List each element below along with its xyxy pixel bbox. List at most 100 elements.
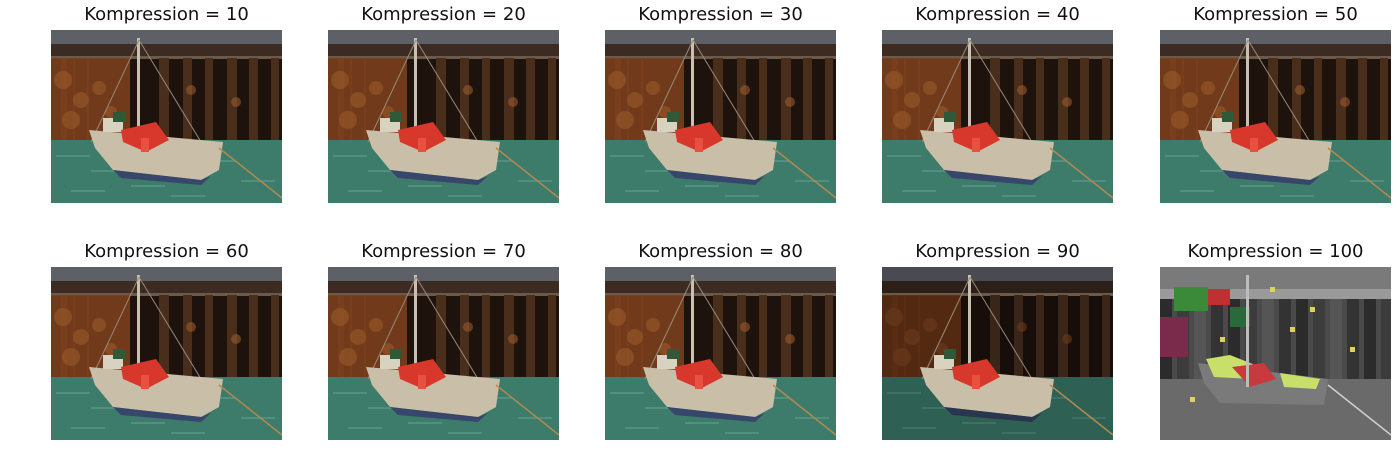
- rust-patch: [1062, 334, 1072, 344]
- water-ripple: [1200, 170, 1234, 172]
- piling: [436, 58, 446, 142]
- piling: [205, 58, 213, 142]
- water-ripple: [71, 427, 105, 429]
- pier-deck: [1160, 44, 1391, 58]
- water-ripple: [902, 427, 936, 429]
- hull-waterline: [113, 407, 211, 422]
- water-ripple: [685, 185, 719, 187]
- piling: [548, 295, 556, 379]
- piling: [1036, 58, 1044, 142]
- hull: [366, 130, 500, 180]
- rust-patch: [627, 92, 643, 108]
- pier-deck-edge: [51, 56, 282, 59]
- rust-patch: [231, 334, 241, 344]
- rust-patch: [350, 329, 366, 345]
- water-ripple: [1002, 432, 1036, 434]
- water-ripple: [91, 170, 125, 172]
- block-column: [1330, 299, 1342, 379]
- hull: [920, 367, 1054, 417]
- rust-patch: [904, 92, 920, 108]
- cabin-gear: [390, 112, 402, 122]
- water-ripple: [91, 407, 125, 409]
- water-ripple: [368, 407, 402, 409]
- water-ripple: [685, 422, 719, 424]
- water-ripple: [725, 195, 759, 197]
- rigging: [921, 276, 971, 380]
- hull-waterline: [667, 407, 765, 422]
- water-ripple: [1240, 185, 1274, 187]
- red-sail-cover: [398, 122, 446, 152]
- rust-patch: [1295, 85, 1305, 95]
- block-column: [1296, 299, 1308, 379]
- color-block: [1160, 317, 1188, 357]
- water-ripple: [725, 432, 759, 434]
- water-ripple: [645, 170, 679, 172]
- rust-patch: [508, 97, 518, 107]
- rust-patch: [350, 92, 366, 108]
- red-sail-fold: [418, 138, 426, 152]
- water-ripple: [887, 392, 921, 394]
- pier-deck: [328, 281, 559, 295]
- rigging: [692, 276, 756, 380]
- water-ripple: [56, 155, 90, 157]
- rust-patch: [904, 329, 920, 345]
- piling: [159, 58, 169, 142]
- rigging: [921, 39, 971, 143]
- piling: [271, 295, 279, 379]
- rust-patch: [785, 334, 795, 344]
- rust-patch: [463, 85, 473, 95]
- mast: [691, 275, 694, 390]
- piling: [1102, 58, 1110, 142]
- artifact-pixel: [1190, 397, 1195, 402]
- rust-patch: [1062, 97, 1072, 107]
- red-sail-cover: [1230, 122, 1278, 152]
- mast: [414, 275, 417, 390]
- mooring-rope: [495, 384, 559, 436]
- rust-patch: [54, 71, 72, 89]
- boat-photo: [1160, 267, 1391, 440]
- rust-patch: [616, 111, 634, 129]
- piling: [526, 295, 535, 379]
- water-ripple: [518, 417, 552, 419]
- rust-patch: [740, 322, 750, 332]
- rust-patch: [508, 334, 518, 344]
- water-ripple: [241, 180, 275, 182]
- piling: [918, 58, 932, 146]
- piling: [759, 295, 767, 379]
- block-column: [1313, 299, 1325, 379]
- rigging: [1247, 39, 1311, 143]
- rust-patch: [463, 322, 473, 332]
- red-sail-fold: [972, 138, 980, 152]
- mast: [691, 38, 694, 153]
- color-block: [1174, 287, 1208, 311]
- rust-patch: [369, 81, 383, 95]
- boat-photo: [328, 30, 559, 203]
- piling: [1314, 58, 1322, 142]
- piling: [1036, 295, 1044, 379]
- piling: [803, 58, 812, 142]
- hull-waterline: [944, 407, 1042, 422]
- piling: [1292, 58, 1301, 142]
- gray-deck: [1160, 289, 1391, 299]
- water-ripple: [625, 427, 659, 429]
- piling: [1014, 295, 1023, 379]
- rigging: [415, 39, 479, 143]
- rust-patch: [186, 322, 196, 332]
- boat-photo: [328, 267, 559, 440]
- mooring-rope: [772, 384, 836, 436]
- rust-patch: [1171, 111, 1189, 129]
- boat-photo: [882, 267, 1113, 440]
- rigging: [90, 39, 140, 143]
- rust-patch: [893, 111, 911, 129]
- piling: [990, 58, 1000, 142]
- pier-deck: [51, 281, 282, 295]
- boat-photo: [51, 30, 282, 203]
- rust-patch: [62, 348, 80, 366]
- rigging: [644, 276, 694, 380]
- water-ripple: [1180, 190, 1214, 192]
- rust-patch: [369, 318, 383, 332]
- piling: [548, 58, 556, 142]
- cabin-gear: [944, 112, 956, 122]
- pier-deck-edge: [605, 293, 836, 296]
- piling: [364, 58, 378, 146]
